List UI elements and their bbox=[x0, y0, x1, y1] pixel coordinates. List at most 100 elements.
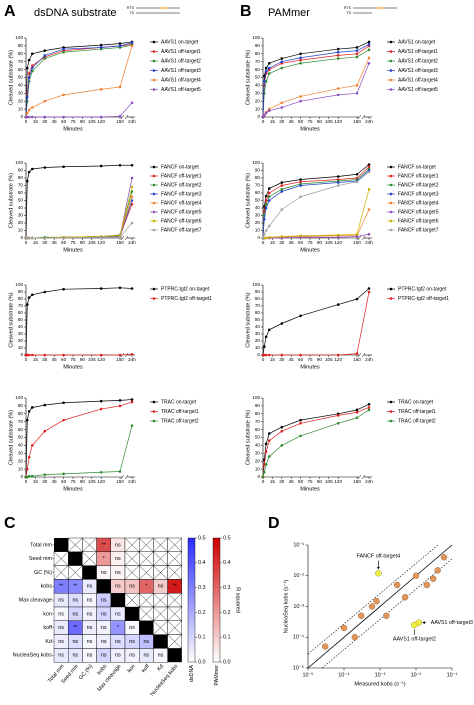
point bbox=[43, 115, 47, 119]
point bbox=[299, 56, 302, 60]
bound-line bbox=[307, 544, 439, 655]
cross bbox=[167, 620, 182, 635]
significance-label: ns bbox=[87, 598, 93, 604]
point bbox=[30, 106, 34, 109]
legend-marker bbox=[389, 174, 393, 178]
x-tick-label: 150 bbox=[116, 240, 124, 245]
cross bbox=[139, 537, 154, 552]
x-tick-label: 0 bbox=[25, 479, 28, 484]
legend-marker bbox=[152, 210, 156, 214]
cross bbox=[82, 537, 97, 552]
y-tick-label: 60 bbox=[255, 67, 261, 72]
y-tick-label: 40 bbox=[18, 443, 24, 448]
point-24h bbox=[130, 221, 134, 225]
x-tick-label: 105 bbox=[88, 357, 96, 362]
legend-marker bbox=[152, 419, 156, 423]
point bbox=[267, 224, 271, 228]
legend-label: AAVS1 on-target bbox=[398, 39, 436, 45]
point bbox=[336, 57, 340, 60]
point bbox=[355, 84, 359, 87]
point bbox=[355, 352, 359, 355]
y-tick-label: 80 bbox=[18, 175, 24, 180]
break-mark bbox=[361, 235, 366, 241]
x-tick-label: 150 bbox=[116, 357, 124, 362]
legend-label: PTPRC-tgt2 off-target1 bbox=[161, 296, 212, 302]
legend-marker bbox=[152, 40, 156, 44]
legend-marker bbox=[152, 174, 156, 178]
break-mark bbox=[357, 235, 362, 241]
legend-marker bbox=[389, 50, 393, 53]
legend-label: AAVS1 on-target bbox=[161, 39, 199, 45]
significance-label: * bbox=[103, 556, 106, 562]
legend-marker bbox=[389, 410, 393, 413]
diagonal-cell bbox=[110, 593, 125, 607]
y-tick-label: 40 bbox=[18, 324, 24, 329]
y-tick-label: 80 bbox=[18, 411, 24, 416]
y-tick-label: 40 bbox=[18, 205, 24, 210]
point bbox=[27, 353, 31, 357]
point-24h bbox=[367, 406, 371, 409]
legend-label: FANCF off-target6 bbox=[161, 218, 202, 224]
significance-label: ** bbox=[102, 542, 107, 548]
y-tick-label: 10 bbox=[18, 228, 24, 233]
x-tick-label: 15 bbox=[270, 119, 276, 124]
point bbox=[267, 195, 271, 199]
point bbox=[299, 180, 302, 184]
row-label: koff bbox=[43, 625, 52, 631]
x-tick-label: 90 bbox=[317, 357, 323, 362]
point bbox=[27, 236, 31, 240]
y-tick-label: 90 bbox=[18, 168, 24, 173]
x-break-label: 24h bbox=[365, 119, 373, 124]
y-tick-label: 70 bbox=[18, 59, 24, 64]
x-tick-label: 90 bbox=[317, 119, 323, 124]
legend-label: FANCF off-target4 bbox=[161, 200, 202, 206]
break-connector bbox=[356, 45, 370, 55]
x-tick-label: 45 bbox=[52, 119, 58, 124]
significance-label: ns bbox=[72, 639, 78, 645]
legend-label: TRAC off-target2 bbox=[398, 418, 436, 424]
point-24h bbox=[367, 43, 371, 46]
legend-marker bbox=[389, 183, 393, 187]
annotation: AAVS1 off-target3 bbox=[431, 620, 473, 626]
legend-label: FANCF off-target7 bbox=[398, 227, 439, 233]
x-tick-label: 120 bbox=[334, 357, 342, 362]
y-tick-label: 20 bbox=[18, 458, 24, 463]
panel-label: B bbox=[240, 3, 252, 20]
y-tick-label: 20 bbox=[255, 220, 261, 225]
point bbox=[336, 181, 340, 184]
y-axis-label: Cleaved substrate (%) bbox=[245, 410, 251, 465]
panel-label: D bbox=[268, 515, 280, 532]
point bbox=[118, 235, 122, 239]
point bbox=[62, 472, 65, 476]
x-tick-label: 75 bbox=[70, 479, 76, 484]
legend-label: TRAC off-target1 bbox=[398, 409, 436, 415]
point bbox=[264, 206, 268, 210]
x-tick-label: 120 bbox=[97, 119, 105, 124]
point-24h bbox=[367, 48, 371, 52]
legend-label: PTPRC-tgt2 on-target bbox=[398, 286, 447, 292]
x-tick-label: 90 bbox=[317, 240, 323, 245]
y-tick-label: 10 bbox=[255, 228, 261, 233]
x-tick-label: 60 bbox=[61, 240, 67, 245]
y-tick-label: 90 bbox=[18, 403, 24, 408]
point bbox=[267, 432, 271, 435]
break-mark bbox=[120, 235, 125, 241]
point bbox=[423, 581, 431, 589]
point bbox=[393, 581, 401, 589]
cross bbox=[139, 551, 154, 566]
x-tick-label: 60 bbox=[298, 479, 304, 484]
significance-label: ** bbox=[73, 584, 78, 590]
x-axis-label: Minutes bbox=[63, 364, 83, 370]
x-axis-label: Minutes bbox=[300, 126, 320, 132]
point-24h bbox=[130, 195, 134, 199]
x-tick-label: 90 bbox=[80, 357, 86, 362]
legend-label: AAVS1 off-target5 bbox=[398, 87, 438, 93]
x-tick-label: 0 bbox=[25, 357, 28, 362]
series-line bbox=[262, 173, 358, 239]
y-axis-label: Cleaved substrate (%) bbox=[8, 292, 14, 347]
cross bbox=[139, 606, 154, 621]
y-tick-label: 60 bbox=[255, 190, 261, 195]
significance-label: ns bbox=[87, 653, 93, 659]
significance-label: ns bbox=[101, 625, 107, 631]
significance-label: ns bbox=[101, 611, 107, 617]
